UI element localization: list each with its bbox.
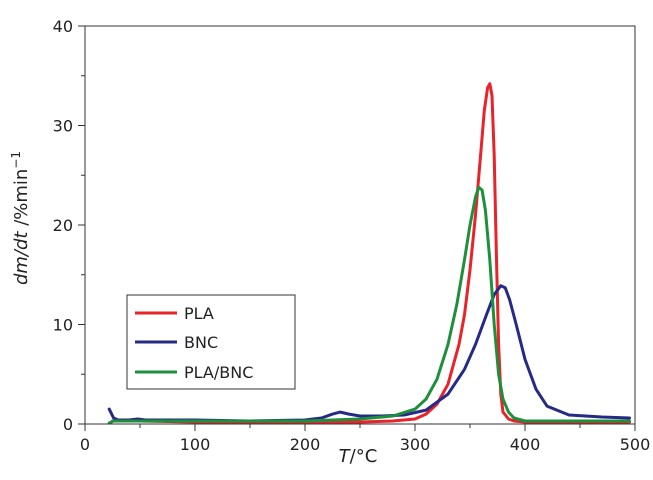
x-axis-label: T/°C — [339, 446, 378, 467]
series-line-pla — [111, 82, 631, 424]
y-axis-label-superscript: −1 — [9, 151, 23, 169]
legend-label-pla-bnc: PLA/BNC — [184, 363, 253, 382]
y-axis-label-italic: dm/dt — [11, 231, 32, 285]
x-tick-label: 400 — [510, 435, 541, 454]
x-tick-label: 200 — [290, 435, 321, 454]
y-tick-label: 30 — [53, 117, 73, 136]
series-line-pla-bnc — [107, 185, 631, 425]
y-tick-label: 10 — [53, 316, 73, 335]
x-tick-label: 300 — [400, 435, 431, 454]
y-axis-label-unit: /%min — [11, 169, 32, 232]
x-tick-label: 500 — [620, 435, 651, 454]
y-tick-label: 40 — [53, 17, 73, 36]
legend-label-pla: PLA — [184, 304, 214, 323]
x-tick-label: 100 — [180, 435, 211, 454]
legend: PLA BNC PLA/BNC — [126, 294, 296, 390]
x-tick-label: 0 — [80, 435, 90, 454]
legend-label-bnc: BNC — [184, 333, 218, 352]
axes-layer: 0 100 200 300 400 500 0 10 20 30 40 — [53, 17, 651, 454]
y-tick-label: 0 — [63, 415, 73, 434]
y-axis-label: dm/dt /%min−1 — [9, 151, 32, 285]
y-tick-label: 20 — [53, 216, 73, 235]
series-layer — [107, 82, 631, 425]
x-axis-label-unit: /°C — [350, 446, 378, 467]
x-axis-label-italic: T — [339, 446, 352, 467]
